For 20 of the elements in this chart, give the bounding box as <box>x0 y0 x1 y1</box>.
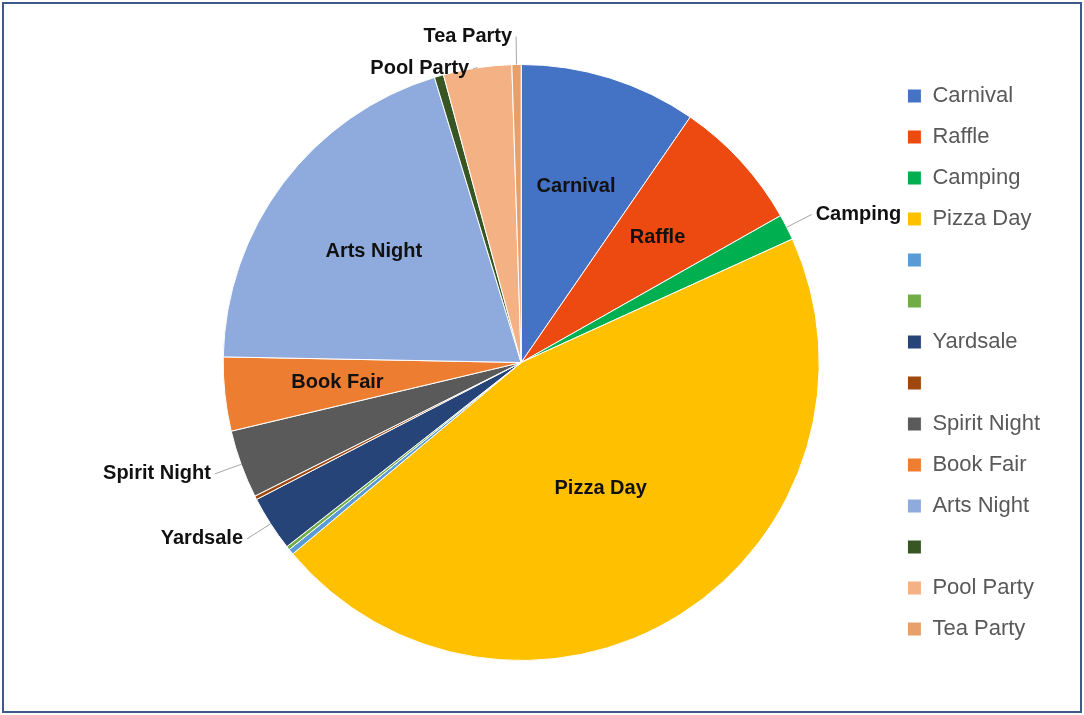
legend-label: Arts Night <box>932 492 1029 518</box>
legend-label: Raffle <box>932 123 990 149</box>
slice-label: Book Fair <box>291 369 384 392</box>
slice-label: Yardsale <box>160 526 244 549</box>
legend-label: Book Fair <box>932 451 1027 477</box>
slice-label: Spirit Night <box>103 461 212 484</box>
slice-label: Pizza Day <box>554 476 648 499</box>
legend-label: Pool Party <box>932 574 1034 600</box>
legend-label: Carnival <box>932 82 1014 108</box>
slice-label: Pool Party <box>370 56 471 79</box>
slice-label: Tea Party <box>423 24 513 47</box>
slice-label: Raffle <box>629 225 686 248</box>
legend-label: Pizza Day <box>932 205 1032 231</box>
slice-label: Carnival <box>536 173 616 196</box>
legend-label: Yardsale <box>932 328 1018 354</box>
legend-label: Camping <box>932 164 1021 190</box>
legend-label: Spirit Night <box>932 410 1040 436</box>
slice-label: Arts Night <box>325 238 423 261</box>
slice-label: Camping <box>815 202 902 225</box>
legend-label: Tea Party <box>932 615 1026 641</box>
